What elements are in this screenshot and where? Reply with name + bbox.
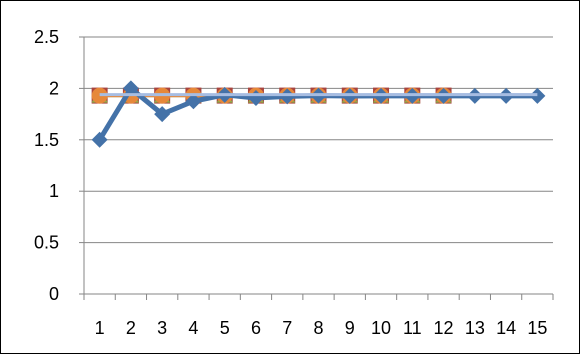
x-tick-label: 7 xyxy=(282,318,292,338)
x-tick-label: 15 xyxy=(527,318,547,338)
y-tick-label: 0 xyxy=(49,284,59,304)
y-tick-label: 2 xyxy=(49,78,59,98)
x-tick-label: 13 xyxy=(465,318,485,338)
y-tick-label: 0.5 xyxy=(34,233,59,253)
x-tick-label: 12 xyxy=(434,318,454,338)
x-tick-label: 11 xyxy=(403,318,422,338)
data-point xyxy=(154,106,171,123)
data-point xyxy=(122,80,139,97)
x-tick-label: 3 xyxy=(157,318,167,338)
y-tick-label: 2.5 xyxy=(34,27,59,47)
x-tick-label: 10 xyxy=(371,318,391,338)
x-tick-label: 4 xyxy=(188,318,198,338)
y-tick-label: 1 xyxy=(49,181,59,201)
x-tick-label: 2 xyxy=(126,318,136,338)
data-point xyxy=(279,88,296,105)
x-tick-label: 5 xyxy=(220,318,230,338)
data-point xyxy=(91,131,108,148)
data-point xyxy=(185,93,202,110)
x-tick-label: 1 xyxy=(95,318,105,338)
x-tick-label: 8 xyxy=(313,318,323,338)
x-tick-label: 14 xyxy=(496,318,516,338)
x-tick-label: 6 xyxy=(251,318,261,338)
y-tick-label: 1.5 xyxy=(34,130,59,150)
x-tick-label: 9 xyxy=(345,318,355,338)
